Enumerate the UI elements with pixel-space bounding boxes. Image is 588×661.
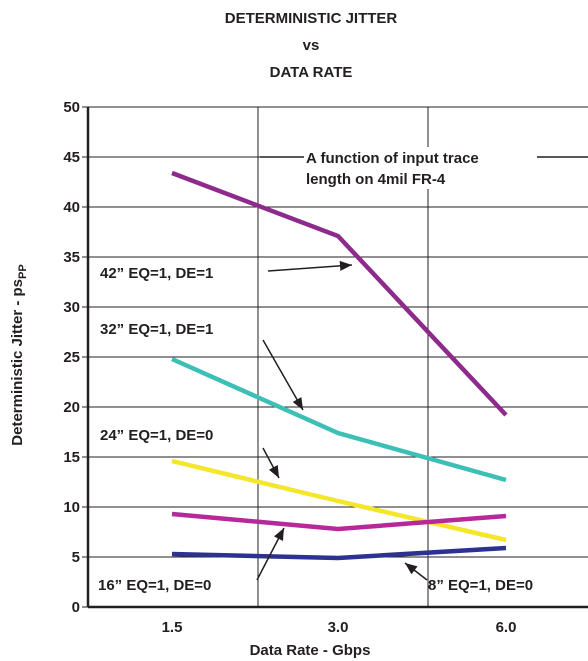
series-lines: [171, 170, 508, 561]
chart-title-line-1: DETERMINISTIC JITTER: [225, 10, 398, 27]
y-axis-label-main: Deterministic Jitter - ps: [9, 279, 26, 446]
arrow-head-icon: [274, 528, 284, 541]
y-tick-label: 50: [63, 99, 80, 116]
series-label: 42” EQ=1, DE=1: [100, 265, 213, 282]
leader-line: [267, 264, 353, 272]
y-tick-label: 10: [63, 499, 80, 516]
y-tick-label: 20: [63, 399, 80, 416]
chart-title: DETERMINISTIC JITTER vs DATA RATE: [225, 10, 398, 81]
y-axis-label: Deterministic Jitter - psPP: [9, 264, 29, 445]
chart-title-line-3: DATA RATE: [270, 64, 353, 81]
x-axis-label: Data Rate - Gbps: [250, 642, 371, 659]
series-line: [171, 545, 507, 561]
arrow-head-icon: [405, 563, 418, 575]
y-tick-label: 30: [63, 299, 80, 316]
y-tick-label: 45: [63, 149, 80, 166]
series-label: 16” EQ=1, DE=0: [98, 577, 211, 594]
note-line-1: A function of input trace: [306, 150, 479, 167]
leader-line: [262, 339, 304, 411]
series-labels: 42” EQ=1, DE=1 32” EQ=1, DE=1 24” EQ=1, DE…: [98, 260, 533, 594]
series-label: 8” EQ=1, DE=0: [428, 577, 533, 594]
arrow-head-icon: [292, 397, 303, 410]
series-line: [171, 511, 507, 532]
y-tick-label: 35: [63, 249, 80, 266]
x-tick-label: 1.5: [162, 619, 183, 636]
x-tick-label: 3.0: [328, 619, 349, 636]
chart-title-line-2: vs: [303, 37, 320, 54]
series-line: [171, 170, 508, 417]
x-tick-labels: 1.5 3.0 6.0: [162, 619, 517, 636]
series-line: [171, 356, 507, 483]
y-tick-label: 25: [63, 349, 80, 366]
y-axis-label-subscript: PP: [17, 264, 29, 279]
series-label: 32” EQ=1, DE=1: [100, 321, 213, 338]
arrow-head-icon: [339, 260, 352, 271]
y-tick-label: 0: [72, 599, 80, 616]
x-tick-label: 6.0: [496, 619, 517, 636]
series-label: 24” EQ=1, DE=0: [100, 427, 213, 444]
note-background: [304, 147, 538, 189]
note-line-2: length on 4mil FR-4: [306, 171, 446, 188]
series-line: [171, 458, 507, 543]
y-tick-label: 5: [72, 549, 80, 566]
y-tick-label: 15: [63, 449, 80, 466]
y-tick-labels: 0 5 10 15 20 25 30 35 40 45 50: [63, 99, 80, 616]
arrow-head-icon: [268, 465, 279, 478]
y-tick-label: 40: [63, 199, 80, 216]
